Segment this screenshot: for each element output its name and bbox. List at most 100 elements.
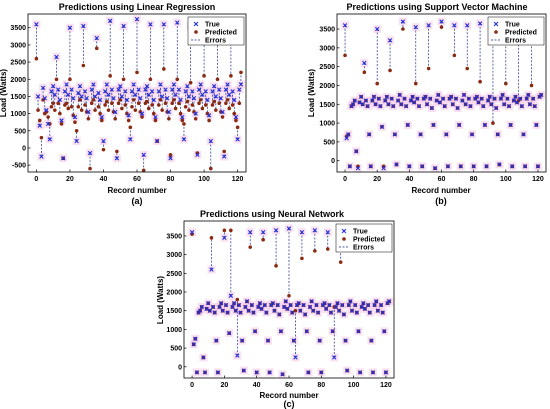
true-point: [128, 137, 133, 142]
predicted-point: [235, 125, 240, 130]
true-point-stroke: [62, 89, 68, 94]
true-point: [354, 310, 360, 315]
true-point-stroke: [141, 152, 146, 158]
true-point-stroke: [89, 87, 94, 92]
true-point-stroke: [39, 154, 44, 159]
true-point: [392, 132, 398, 137]
true-point-stroke: [530, 96, 536, 101]
true-point: [386, 299, 392, 304]
true-point-stroke: [312, 228, 318, 233]
true-point-stroke: [400, 19, 406, 24]
true-point: [57, 97, 63, 103]
true-point-stroke: [360, 102, 365, 107]
true-point-stroke: [399, 102, 404, 107]
true-point-stroke: [178, 97, 183, 103]
true-point-stroke: [333, 304, 339, 310]
true-point: [37, 123, 42, 128]
true-point: [395, 98, 401, 103]
true-point: [498, 96, 504, 101]
true-point: [317, 338, 322, 343]
true-point-stroke: [235, 137, 240, 142]
predicted-point: [202, 74, 206, 78]
panel-support-vector-machine: Predictions using Support Vector Machine…: [307, 2, 547, 206]
true-point-stroke: [222, 235, 227, 241]
true-point: [143, 87, 148, 92]
true-point: [44, 107, 49, 113]
true-point: [444, 132, 449, 137]
predicted-point: [135, 70, 139, 75]
true-point-stroke: [428, 96, 433, 101]
true-point-stroke: [146, 92, 151, 97]
true-point: [445, 164, 451, 169]
true-point: [328, 310, 334, 315]
true-point-stroke: [286, 226, 292, 231]
true-point-stroke: [260, 230, 266, 235]
true-point-stroke: [288, 302, 293, 308]
true-point: [374, 299, 379, 304]
plot-marks: [341, 17, 546, 173]
legend-predicted-swatch: [194, 30, 198, 34]
true-point: [171, 82, 177, 87]
true-point-stroke: [61, 156, 66, 161]
true-point: [208, 138, 213, 144]
true-point: [311, 308, 316, 313]
true-point: [275, 302, 280, 308]
true-point: [72, 114, 78, 120]
true-point: [175, 20, 180, 25]
true-point-stroke: [455, 105, 460, 111]
true-point-stroke: [304, 329, 309, 334]
true-point-stroke: [233, 114, 239, 120]
true-point-stroke: [301, 302, 306, 308]
true-point-stroke: [429, 105, 435, 111]
true-point-stroke: [323, 306, 329, 312]
true-point-stroke: [493, 105, 499, 111]
true-point: [164, 95, 170, 101]
true-point: [225, 310, 230, 315]
true-point-stroke: [426, 23, 431, 28]
true-point-stroke: [91, 82, 96, 87]
true-point-stroke: [505, 96, 510, 101]
true-point-stroke: [370, 370, 376, 375]
true-point-stroke: [367, 310, 372, 315]
true-point-stroke: [452, 23, 457, 28]
predicted-point: [198, 98, 203, 102]
true-point: [153, 114, 158, 120]
predicted-point: [49, 104, 54, 109]
predicted-point: [103, 103, 107, 107]
true-point-stroke: [129, 89, 135, 94]
true-point-stroke: [386, 299, 392, 304]
predicted-point: [56, 101, 60, 106]
true-point: [239, 338, 245, 343]
true-point: [382, 329, 387, 334]
predicted-point: [73, 120, 77, 124]
true-point: [440, 96, 446, 101]
predicted-point: [99, 118, 104, 123]
true-point: [217, 304, 222, 310]
legend-true-swatch: [193, 21, 199, 27]
true-point: [76, 90, 81, 96]
true-point: [535, 164, 541, 169]
y-tick-label: 3000: [10, 42, 26, 49]
true-point: [513, 94, 518, 99]
true-point: [485, 98, 491, 103]
true-point-stroke: [194, 370, 200, 375]
true-point: [383, 370, 389, 375]
legend-true-swatch: [341, 228, 347, 234]
y-tick-label: 3500: [319, 27, 335, 34]
true-point: [277, 312, 282, 317]
true-point: [129, 89, 135, 94]
predicted-point: [74, 128, 79, 133]
true-point: [450, 102, 455, 107]
true-point-stroke: [336, 308, 342, 313]
true-point: [223, 302, 229, 308]
true-point: [479, 96, 484, 101]
predicted-point: [338, 260, 343, 264]
true-point-stroke: [243, 304, 248, 310]
predicted-point: [261, 237, 265, 242]
true-point: [270, 301, 276, 306]
x-tick-label: 80: [470, 176, 478, 183]
predicted-point: [229, 228, 233, 233]
predicted-point: [115, 149, 119, 154]
true-point: [280, 372, 285, 377]
true-point: [236, 302, 242, 308]
